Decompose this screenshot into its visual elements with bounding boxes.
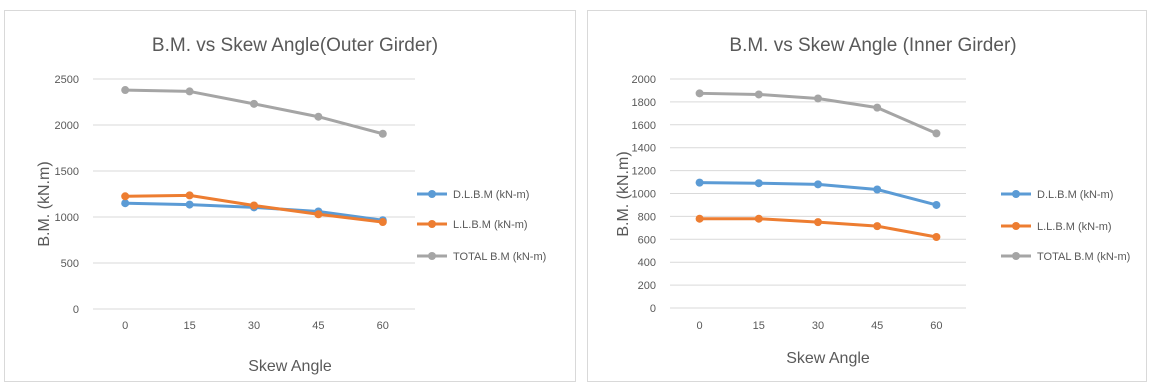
data-point (873, 185, 882, 194)
chart-outer-girder: B.M. vs Skew Angle(Outer Girder) Skew An… (36, 35, 547, 375)
legend-marker (1012, 252, 1020, 260)
y-tick-label: 0 (73, 304, 79, 316)
legend-label: L.L.B.M (kN-m) (453, 219, 528, 231)
y-tick-label: 1200 (632, 166, 656, 178)
plot-area: 0 500 1000 1500 2000 2500 0 15 30 45 60 D.L.B.M (kN… (55, 74, 547, 332)
data-point (121, 192, 130, 201)
y-tick-label: 200 (638, 280, 656, 292)
legend-label: D.L.B.M (kN-m) (453, 189, 529, 201)
data-point (185, 191, 194, 200)
data-point (314, 210, 323, 219)
x-tick-label: 15 (753, 320, 765, 332)
legend-label: D.L.B.M (kN-m) (1037, 189, 1113, 201)
y-tick-label: 500 (61, 258, 79, 270)
chart-panel-inner-girder: B.M. vs Skew Angle (Inner Girder) Skew A… (587, 10, 1147, 382)
data-point (754, 179, 763, 188)
legend-label: TOTAL B.M (kN-m) (453, 251, 546, 263)
y-tick-label: 1000 (632, 189, 656, 201)
chart-inner-girder: B.M. vs Skew Angle (Inner Girder) Skew A… (615, 35, 1131, 367)
x-tick-label: 45 (312, 320, 324, 332)
data-point (873, 222, 882, 231)
y-tick-label: 1000 (55, 212, 79, 224)
y-axis-title: B.M. (kN.m) (615, 151, 632, 236)
x-tick-label: 60 (377, 320, 389, 332)
x-tick-label: 0 (122, 320, 128, 332)
y-tick-label: 1600 (632, 120, 656, 132)
plot-area: 0 200 400 600 800 1000 1200 1400 1600 1800 2000 0 15… (632, 74, 1131, 332)
data-point (932, 233, 941, 242)
x-tick-label: 15 (183, 320, 195, 332)
data-point (314, 112, 323, 121)
y-tick-label: 400 (638, 257, 656, 269)
data-point (814, 218, 822, 227)
legend-marker (1012, 222, 1020, 230)
legend-label: TOTAL B.M (kN-m) (1037, 251, 1130, 263)
x-tick-label: 60 (930, 320, 942, 332)
data-point (695, 178, 704, 187)
x-tick-label: 45 (871, 320, 883, 332)
data-point (185, 200, 194, 209)
data-point (695, 214, 704, 223)
y-tick-label: 800 (638, 211, 656, 223)
data-point (250, 99, 258, 108)
chart-title: B.M. vs Skew Angle(Outer Girder) (152, 35, 438, 56)
x-axis-title: Skew Angle (248, 358, 332, 375)
y-tick-label: 2000 (55, 120, 79, 132)
x-axis-title: Skew Angle (786, 350, 870, 367)
data-point (754, 90, 763, 99)
y-tick-label: 600 (638, 234, 656, 246)
chart-title: B.M. vs Skew Angle (Inner Girder) (729, 35, 1016, 56)
data-point (932, 129, 941, 138)
y-tick-label: 1500 (55, 166, 79, 178)
legend-label: L.L.B.M (kN-m) (1037, 221, 1112, 233)
y-tick-label: 1800 (632, 97, 656, 109)
data-point (754, 214, 763, 223)
data-point (932, 200, 941, 209)
data-point (121, 86, 130, 95)
data-point (378, 218, 387, 227)
data-point (378, 129, 387, 138)
legend-marker (428, 252, 436, 260)
data-point (873, 103, 882, 112)
chart-panel-outer-girder: B.M. vs Skew Angle(Outer Girder) Skew An… (4, 10, 576, 382)
x-tick-label: 30 (248, 320, 260, 332)
x-tick-label: 30 (812, 320, 824, 332)
data-point (814, 94, 822, 103)
data-point (121, 199, 130, 208)
legend-marker (428, 220, 436, 228)
y-axis-title: B.M. (kN.m) (36, 161, 53, 246)
series-line (123, 88, 385, 136)
y-tick-label: 0 (650, 303, 656, 315)
y-tick-label: 1400 (632, 143, 656, 155)
data-point (250, 201, 258, 210)
x-tick-label: 0 (697, 320, 703, 332)
y-tick-label: 2000 (632, 74, 656, 86)
y-tick-label: 2500 (55, 74, 79, 86)
legend-marker (1012, 190, 1020, 198)
data-point (695, 89, 704, 98)
data-point (185, 87, 194, 96)
data-point (814, 180, 822, 189)
legend-marker (428, 190, 436, 198)
